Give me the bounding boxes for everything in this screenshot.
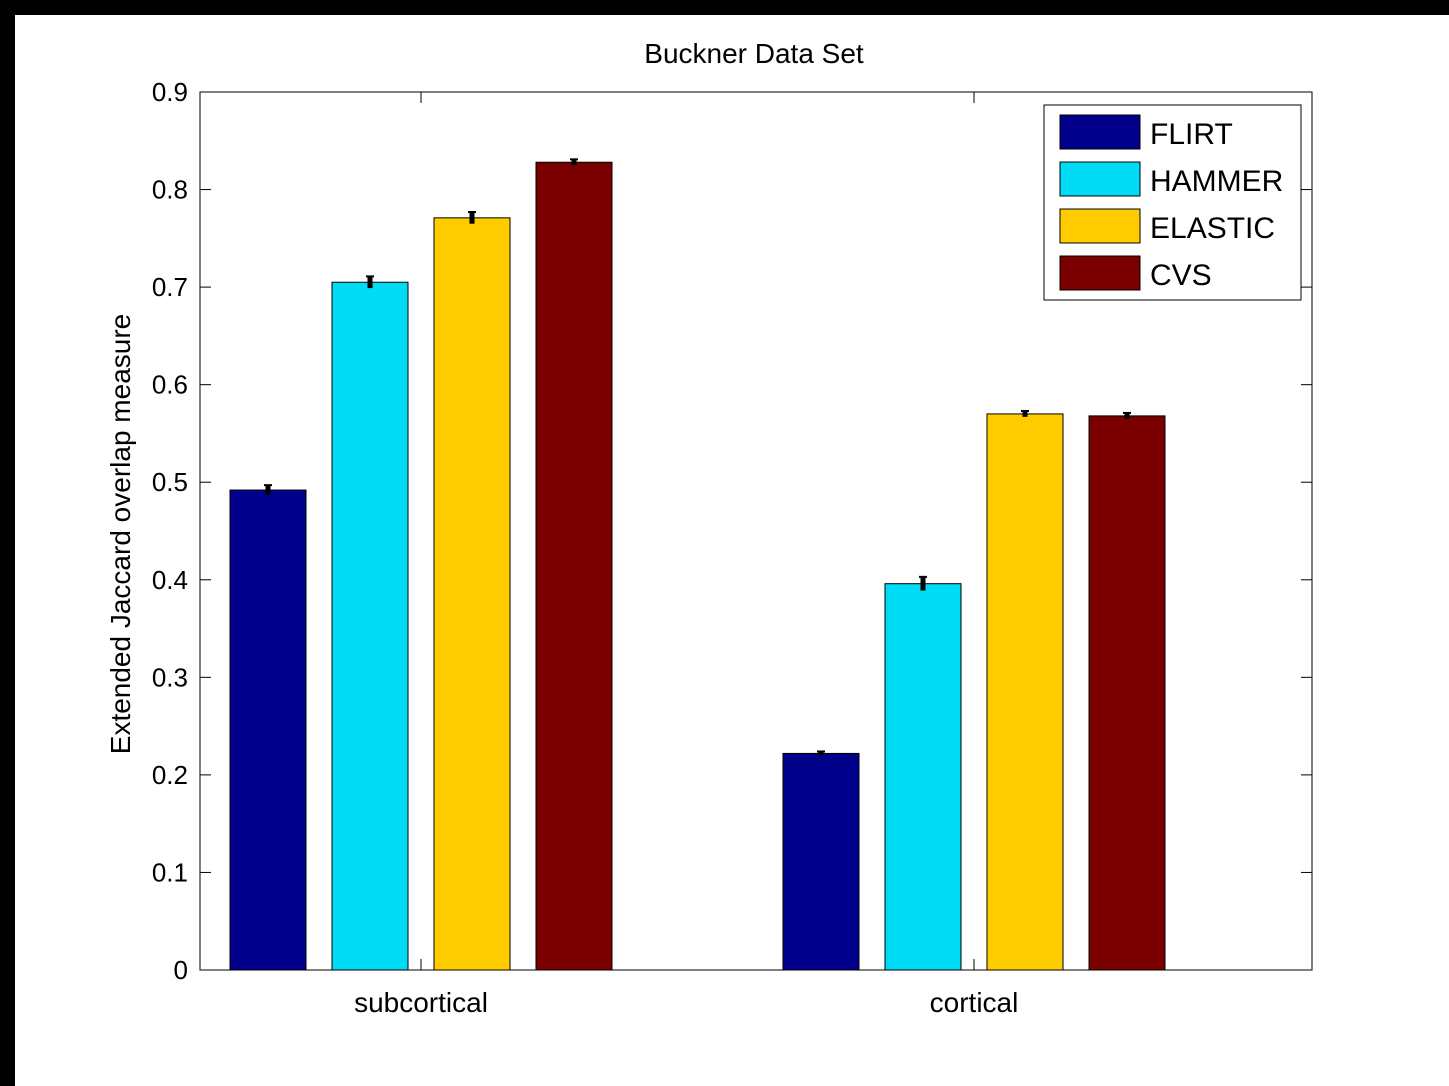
y-tick-label: 0.6 bbox=[152, 370, 188, 400]
bar bbox=[229, 489, 307, 971]
y-tick-label: 0 bbox=[174, 955, 188, 985]
bar bbox=[1088, 415, 1166, 971]
legend-swatch bbox=[1059, 114, 1141, 150]
legend-label: FLIRT bbox=[1150, 118, 1233, 151]
bar bbox=[884, 583, 962, 971]
legend-label: HAMMER bbox=[1150, 165, 1283, 198]
bar bbox=[433, 217, 511, 971]
y-tick-label: 0.2 bbox=[152, 760, 188, 790]
y-tick-label: 0.5 bbox=[152, 467, 188, 497]
y-tick-label: 0.8 bbox=[152, 175, 188, 205]
legend-label: CVS bbox=[1150, 259, 1212, 292]
legend-swatch bbox=[1059, 161, 1141, 197]
plot-frame bbox=[199, 91, 1313, 971]
legend-label: ELASTIC bbox=[1150, 212, 1275, 245]
x-tick-label: cortical bbox=[930, 987, 1019, 1018]
legend: FLIRT HAMMER ELASTIC CVS bbox=[1043, 104, 1302, 301]
bar bbox=[782, 752, 860, 971]
y-tick-label: 0.3 bbox=[152, 662, 188, 692]
chart-title: Buckner Data Set bbox=[644, 38, 864, 69]
bar bbox=[331, 281, 409, 971]
bar-chart: Buckner Data Set Extended Jaccard overla… bbox=[105, 38, 1313, 1018]
figure-canvas: Buckner Data Set Extended Jaccard overla… bbox=[15, 15, 1449, 1086]
y-tick-label: 0.1 bbox=[152, 857, 188, 887]
bar bbox=[986, 413, 1064, 971]
legend-swatch bbox=[1059, 255, 1141, 291]
y-tick-label: 0.9 bbox=[152, 77, 188, 107]
legend-swatch bbox=[1059, 208, 1141, 244]
x-tick-label: subcortical bbox=[354, 987, 488, 1018]
y-axis-title: Extended Jaccard overlap measure bbox=[105, 314, 136, 754]
y-tick-label: 0.7 bbox=[152, 272, 188, 302]
y-tick-label: 0.4 bbox=[152, 565, 188, 595]
bar bbox=[535, 161, 613, 971]
